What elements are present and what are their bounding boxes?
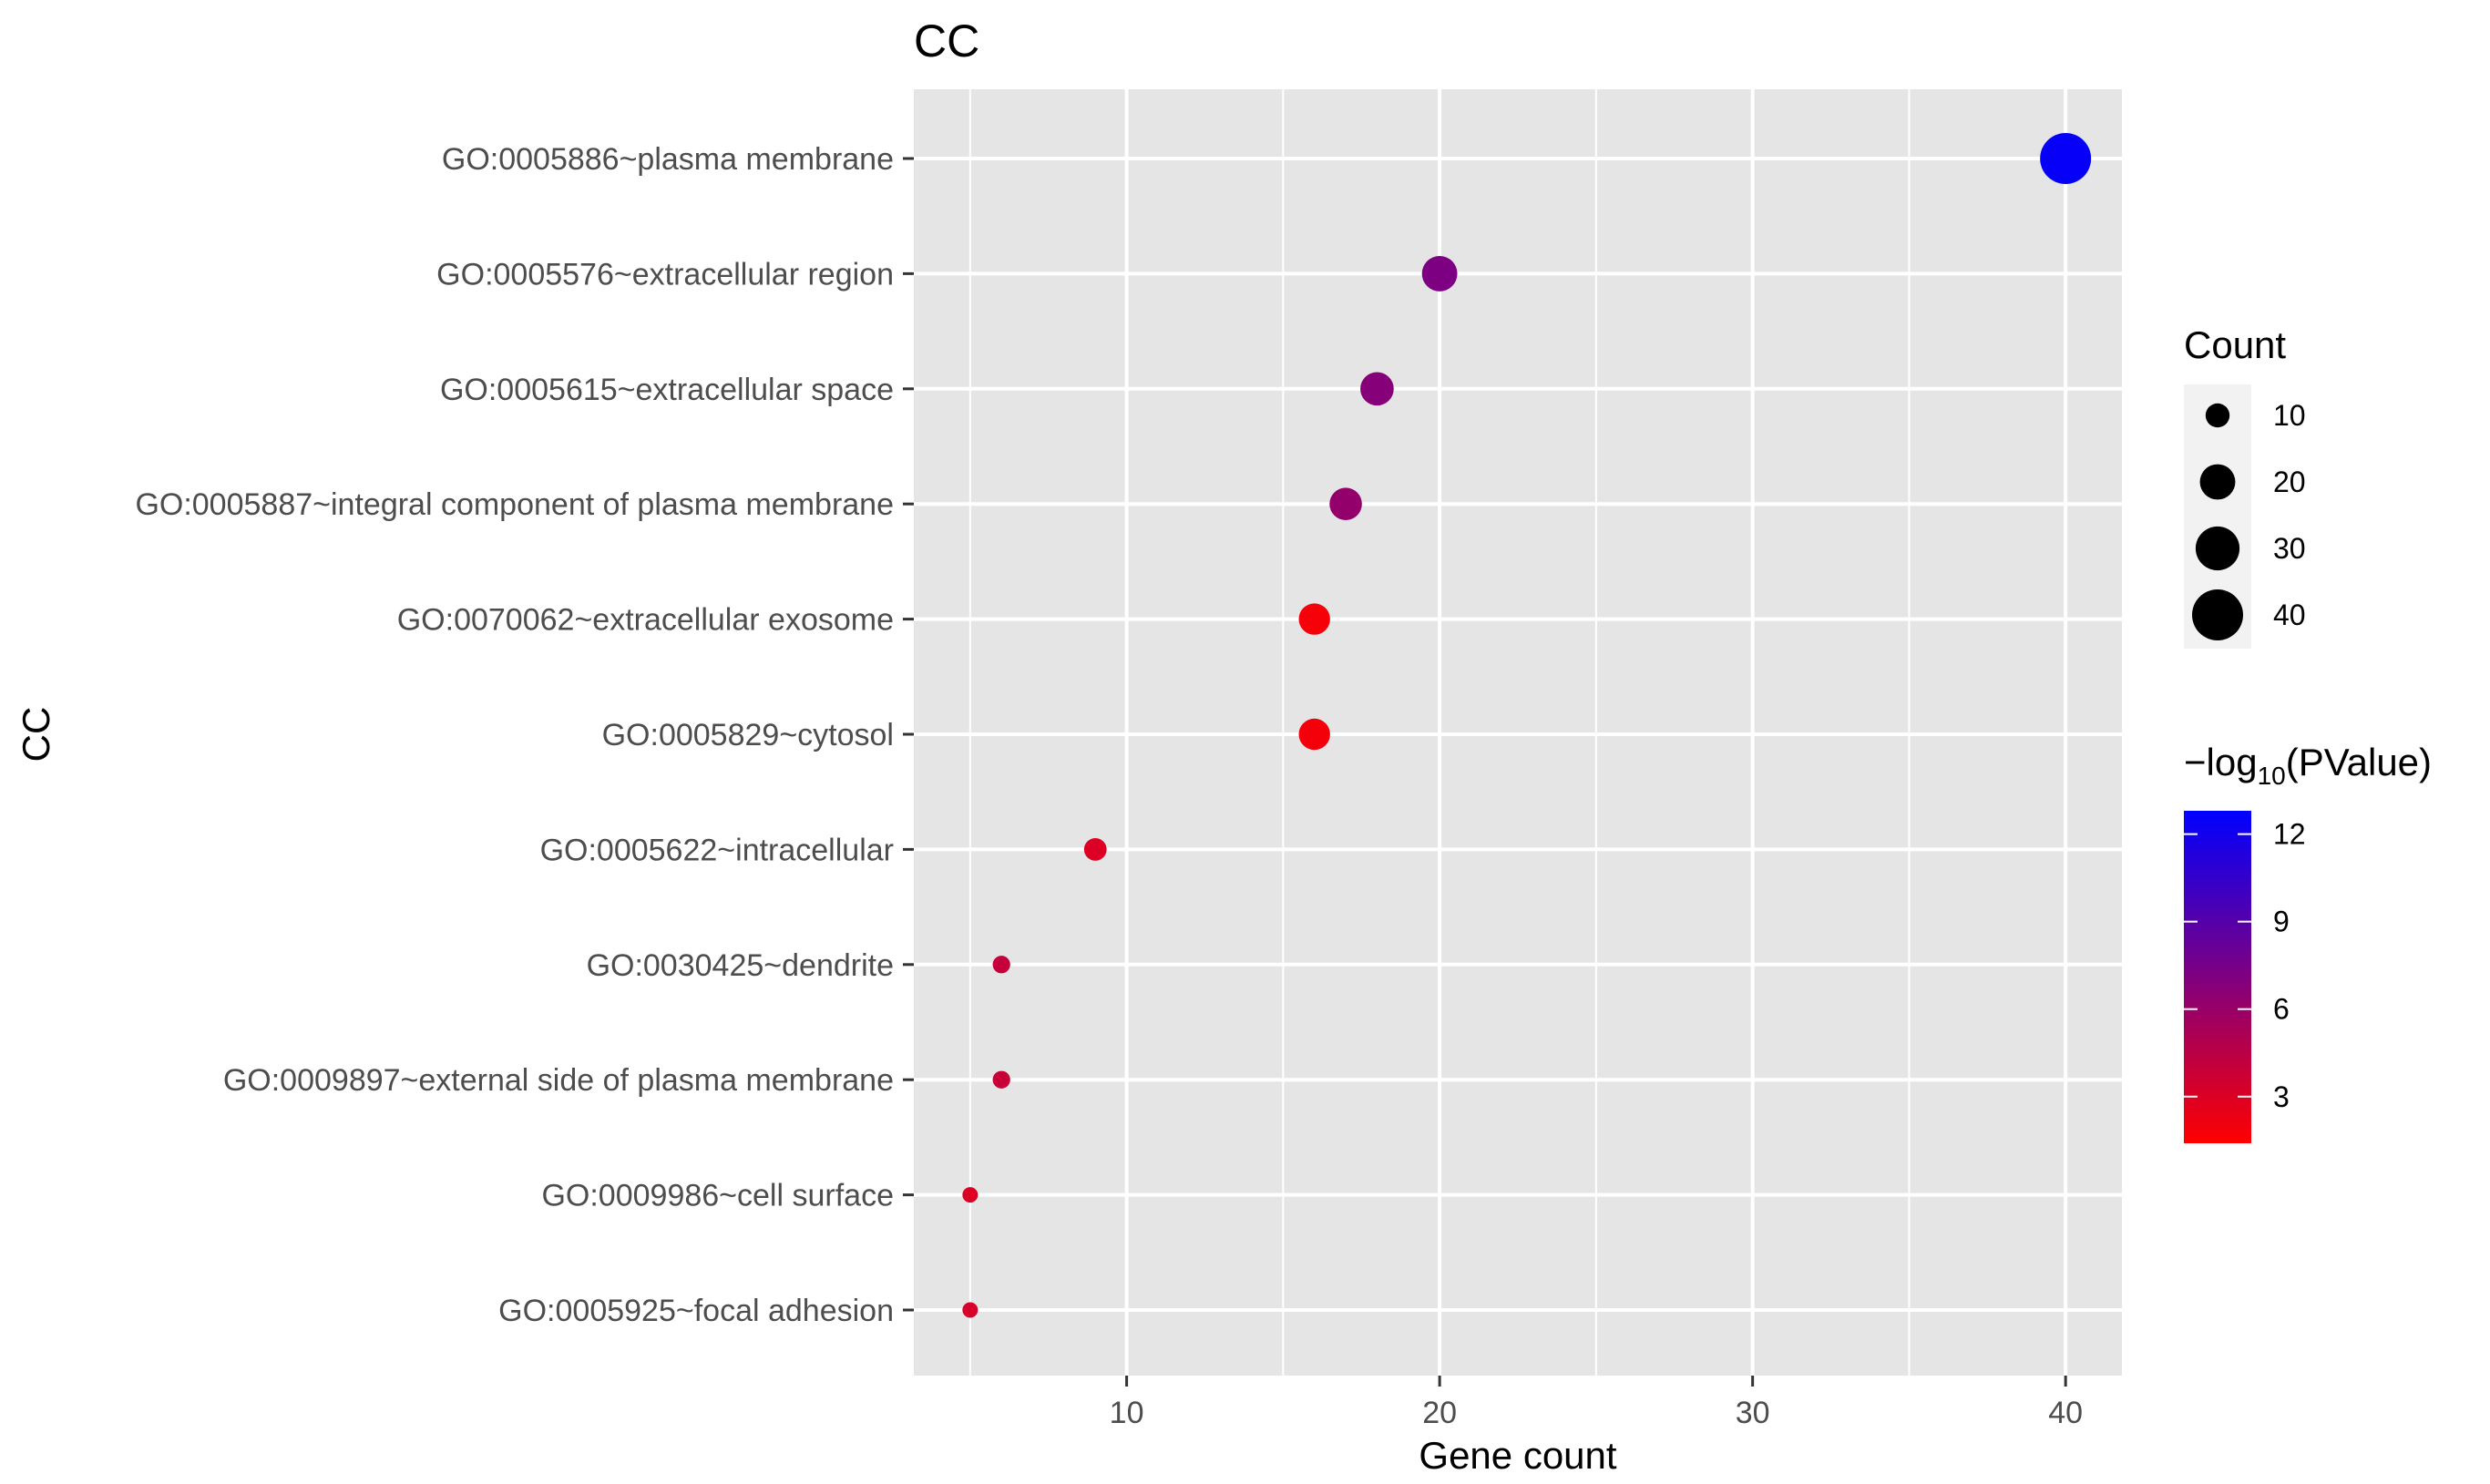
size-legend-label: 40 (2273, 599, 2306, 631)
size-legend-key (2199, 464, 2236, 500)
x-tick-label: 20 (1422, 1396, 1457, 1430)
y-tick-label: GO:0009986~cell surface (541, 1179, 894, 1213)
data-point (992, 956, 1010, 974)
size-legend-key (2205, 403, 2230, 428)
x-tick-label: 10 (1110, 1396, 1144, 1430)
x-tick-label: 40 (2048, 1396, 2083, 1430)
color-legend: −log10(PValue) 3 6 9 12 (2184, 741, 2432, 1143)
size-legend-label: 20 (2273, 466, 2306, 498)
data-point (1421, 255, 1458, 292)
colorbar-tick-label: 3 (2273, 1080, 2290, 1113)
y-axis: GO:0005886~plasma membrane GO:0005576~ext… (135, 142, 914, 1328)
data-point (962, 1302, 979, 1318)
size-legend-title: Count (2184, 323, 2286, 366)
colorbar (2184, 811, 2251, 1143)
size-legend-key (2192, 589, 2243, 640)
y-tick-label: GO:0005887~integral component of plasma … (135, 487, 894, 522)
size-legend-label: 10 (2273, 399, 2306, 432)
y-tick-label: GO:0005615~extracellular space (440, 373, 894, 407)
color-legend-title-suffix: (PValue) (2286, 741, 2432, 783)
y-tick-label: GO:0005622~intracellular (540, 833, 894, 867)
plot-title: CC (914, 15, 979, 67)
data-point (1360, 372, 1394, 406)
data-point (1298, 603, 1330, 635)
data-point (962, 1187, 979, 1203)
data-point (1329, 487, 1362, 520)
y-tick-label: GO:0009897~external side of plasma membr… (223, 1063, 894, 1098)
data-point (992, 1070, 1010, 1089)
data-points (962, 133, 2092, 1318)
y-tick-label: GO:0070062~extracellular exosome (397, 603, 894, 638)
x-axis-title: Gene count (1419, 1434, 1616, 1477)
colorbar-tick-label: 6 (2273, 993, 2290, 1026)
x-axis: 10 20 30 40 (1110, 1376, 2083, 1430)
y-tick-label: GO:0005829~cytosol (602, 718, 894, 752)
color-legend-title-subscript: 10 (2258, 762, 2286, 790)
data-point (1083, 838, 1107, 861)
y-tick-label: GO:0005886~plasma membrane (442, 142, 894, 177)
size-legend-key (2195, 526, 2240, 571)
color-legend-title-prefix: −log (2184, 741, 2258, 783)
x-tick-label: 30 (1736, 1396, 1770, 1430)
color-legend-title: −log10(PValue) (2184, 741, 2432, 790)
size-legend: Count 10 20 30 40 (2184, 323, 2306, 649)
major-grid (914, 89, 2122, 1376)
colorbar-tick-label: 9 (2273, 906, 2290, 938)
data-point (2040, 133, 2092, 184)
data-point (1298, 718, 1330, 751)
size-legend-label: 30 (2273, 532, 2306, 565)
y-tick-label: GO:0005576~extracellular region (436, 257, 894, 292)
colorbar-tick-label: 12 (2273, 818, 2306, 851)
y-tick-label: GO:0005925~focal adhesion (498, 1294, 894, 1328)
y-tick-label: GO:0030425~dendrite (587, 948, 894, 983)
y-axis-title: CC (15, 707, 57, 762)
